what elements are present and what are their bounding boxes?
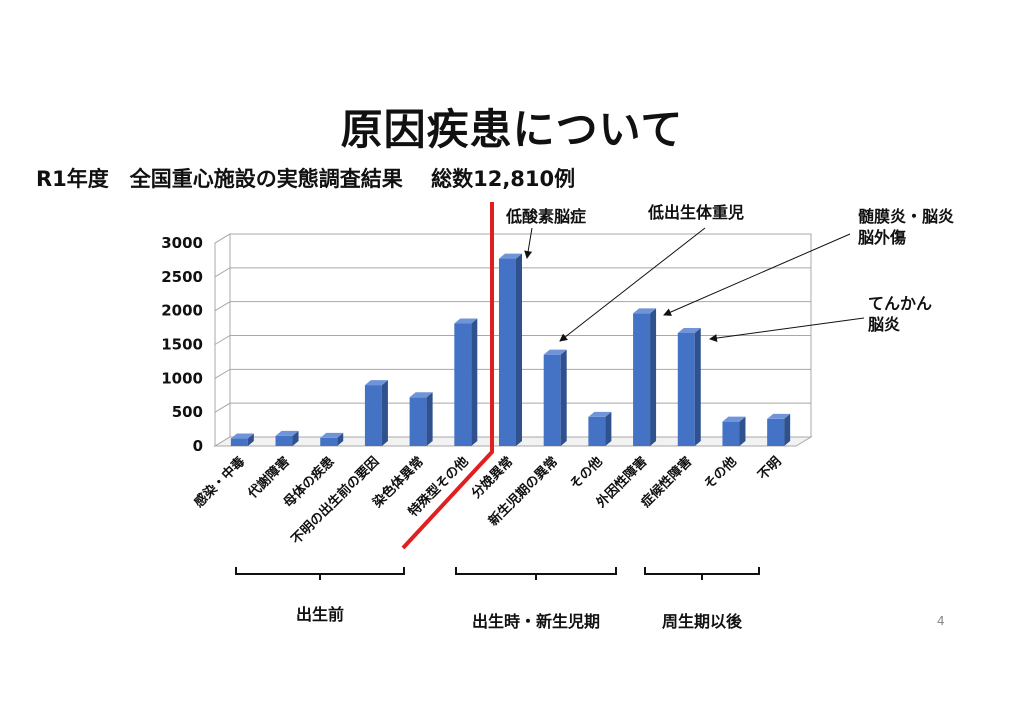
bar-front — [588, 416, 606, 446]
y-tick-label: 2500 — [161, 268, 203, 286]
annotation-label: 脳炎 — [868, 315, 900, 334]
bar-side — [739, 416, 746, 446]
bar-front — [275, 435, 293, 446]
bar-top — [230, 433, 254, 439]
bar-top — [633, 308, 657, 314]
group-bracket: 周生期以後 — [644, 567, 760, 631]
y-tick-label: 1500 — [161, 336, 203, 354]
group-label: 周生期以後 — [662, 612, 743, 631]
annotation-arrow — [524, 227, 533, 259]
gridline — [214, 301, 811, 312]
bar-side — [516, 253, 522, 446]
bar — [767, 413, 791, 446]
bar — [320, 432, 344, 446]
gridline — [214, 267, 811, 278]
bar-side — [426, 392, 433, 446]
annotation: 低出生体重児 — [559, 203, 744, 342]
bar-side — [247, 433, 254, 446]
survey-subtitle: R1年度 全国重心施設の実態調査結果 総数12,810例 — [36, 167, 576, 191]
page-number: 4 — [937, 614, 945, 628]
annotation-label: 脳外傷 — [858, 228, 906, 247]
bar-front — [722, 421, 740, 446]
category-label: 感染・中毒 — [191, 454, 248, 511]
gridline — [214, 335, 811, 345]
bracket-line — [644, 567, 760, 580]
annotation-label: 髄膜炎・脳炎 — [858, 207, 954, 226]
bar-top — [677, 327, 701, 333]
bar-top — [275, 430, 299, 436]
bar-top — [543, 349, 567, 355]
annotation-arrow — [559, 227, 706, 342]
y-tick-label: 3000 — [161, 234, 203, 252]
bar-front — [364, 385, 382, 446]
annotation: 低酸素脳症 — [505, 207, 586, 259]
y-tick-label: 1000 — [161, 369, 203, 387]
bar — [230, 433, 254, 446]
section-divider-line — [401, 202, 494, 550]
annotation-arrow — [663, 233, 851, 316]
category-label: その他 — [567, 454, 606, 493]
bar-side — [292, 430, 299, 446]
bar-side — [605, 411, 612, 446]
group-bracket: 出生前 — [235, 567, 405, 624]
bar-top — [767, 413, 791, 419]
bar-side — [560, 349, 567, 446]
gridline — [214, 402, 811, 413]
bar — [409, 392, 433, 446]
bar-side — [650, 308, 657, 446]
bar-side — [694, 327, 701, 446]
bar-top — [722, 416, 746, 422]
bar — [633, 308, 657, 446]
bar-side — [471, 318, 478, 446]
group-bracket: 出生時・新生児期 — [455, 567, 617, 631]
bracket-line — [235, 567, 405, 580]
bar — [499, 253, 522, 446]
annotation-label: 低出生体重児 — [647, 203, 744, 222]
annotation-label: てんかん — [868, 294, 932, 313]
bar-front — [499, 258, 516, 446]
bar-front — [454, 323, 472, 446]
group-label: 出生前 — [296, 605, 344, 624]
gridline — [214, 368, 811, 379]
bar — [722, 416, 746, 446]
bar-top — [364, 380, 388, 386]
bracket-line — [455, 567, 617, 580]
bar — [454, 318, 478, 446]
group-label: 出生時・新生児期 — [472, 612, 600, 631]
y-tick-label: 500 — [172, 403, 203, 421]
bar — [543, 349, 567, 446]
bar — [588, 411, 612, 446]
bar-top — [320, 432, 344, 438]
bar-side — [337, 432, 344, 446]
bar-top — [588, 411, 612, 417]
category-label: 不明の出生前の要因 — [288, 454, 382, 548]
bar-side — [784, 413, 791, 446]
category-label: 不明 — [755, 454, 784, 483]
bar — [364, 380, 388, 446]
bar-front — [409, 397, 427, 446]
y-tick-label: 2000 — [161, 302, 203, 320]
bar-front — [677, 332, 695, 446]
category-label: その他 — [701, 454, 740, 493]
bar-side — [381, 380, 388, 446]
y-tick-label: 0 — [193, 437, 203, 455]
annotation-label: 低酸素脳症 — [505, 207, 586, 226]
bar-front — [320, 437, 338, 446]
bar-front — [230, 438, 248, 446]
page-title: 原因疾患について — [340, 105, 684, 154]
bar-front — [543, 354, 561, 446]
gridline — [214, 233, 811, 244]
bar-top — [409, 392, 433, 398]
bar — [677, 327, 701, 446]
bar-front — [633, 313, 651, 446]
bar — [275, 430, 299, 446]
bar-front — [767, 418, 785, 446]
bar-top — [499, 253, 522, 259]
bar-top — [454, 318, 478, 324]
annotation-arrow — [709, 317, 865, 343]
